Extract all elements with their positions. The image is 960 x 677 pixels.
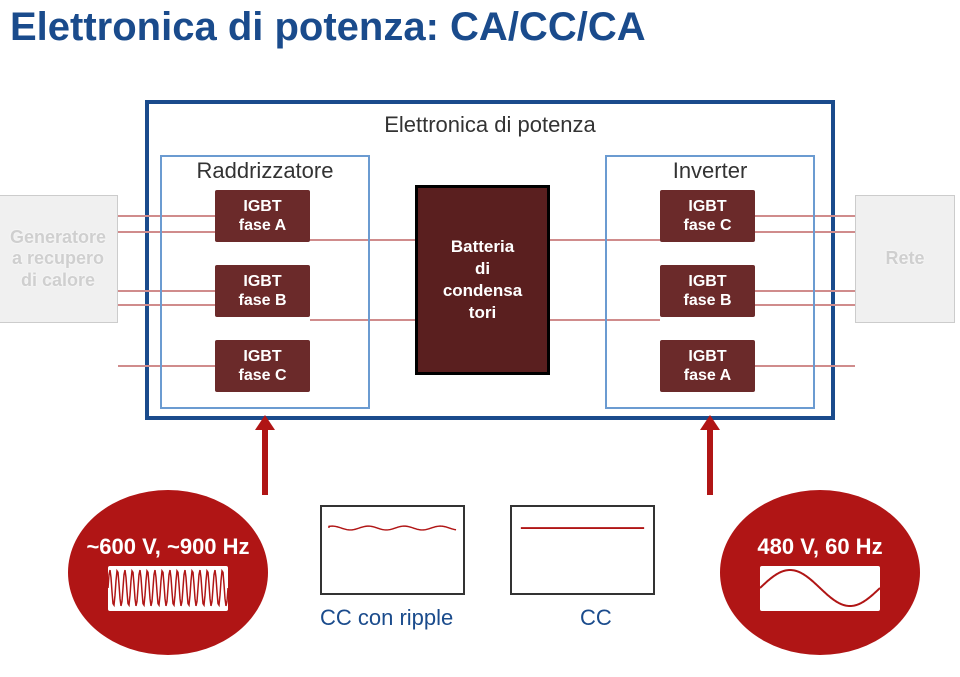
igbt-phase: fase B [683, 291, 731, 310]
igbt-label: IGBT [688, 272, 726, 291]
inverter-igbt-a: IGBT fase A [660, 340, 755, 392]
igbt-phase: fase C [238, 366, 286, 385]
voltage-badge-right: 480 V, 60 Hz [720, 490, 920, 655]
sine-icon [760, 566, 880, 611]
ripple-wave-icon [322, 507, 463, 593]
igbt-label: IGBT [688, 197, 726, 216]
igbt-label: IGBT [688, 347, 726, 366]
rectifier-igbt-c: IGBT fase C [215, 340, 310, 392]
cc-flat-icon [512, 507, 653, 593]
inverter-igbt-b: IGBT fase B [660, 265, 755, 317]
battery-line1: Batteria [451, 236, 514, 258]
grid-label: Rete [885, 248, 924, 270]
igbt-phase: fase A [239, 216, 286, 235]
voltage-left-text: ~600 V, ~900 Hz [86, 534, 249, 560]
battery-line2: di [475, 258, 490, 280]
bottom-area: ~600 V, ~900 Hz CC con ripple CC 480 V, … [0, 470, 960, 670]
battery-line3: condensa [443, 280, 522, 302]
rectifier-igbt-b: IGBT fase B [215, 265, 310, 317]
diagram: Elettronica di potenza Raddrizzatore Inv… [0, 100, 960, 420]
indicator-arrows [0, 415, 960, 495]
cc-wave-box [510, 505, 655, 595]
rectifier-igbt-a: IGBT fase A [215, 190, 310, 242]
label-cc-ripple: CC con ripple [320, 605, 453, 631]
generator-line3: di calore [21, 270, 95, 292]
grid-box: Rete [855, 195, 955, 323]
ripple-wave-box [320, 505, 465, 595]
inverter-igbt-c: IGBT fase C [660, 190, 755, 242]
label-cc: CC [580, 605, 612, 631]
igbt-label: IGBT [243, 347, 281, 366]
igbt-label: IGBT [243, 272, 281, 291]
generator-line1: Generatore [10, 227, 106, 249]
capacitor-bank-box: Batteria di condensa tori [415, 185, 550, 375]
battery-line4: tori [469, 302, 496, 324]
igbt-phase: fase A [684, 366, 731, 385]
voltage-right-text: 480 V, 60 Hz [757, 534, 882, 560]
generator-box: Generatore a recupero di calore [0, 195, 118, 323]
generator-line2: a recupero [12, 248, 104, 270]
igbt-phase: fase C [683, 216, 731, 235]
hf-sine-icon [108, 566, 228, 611]
igbt-phase: fase B [238, 291, 286, 310]
voltage-badge-left: ~600 V, ~900 Hz [68, 490, 268, 655]
igbt-label: IGBT [243, 197, 281, 216]
page-title: Elettronica di potenza: CA/CC/CA [0, 0, 960, 50]
